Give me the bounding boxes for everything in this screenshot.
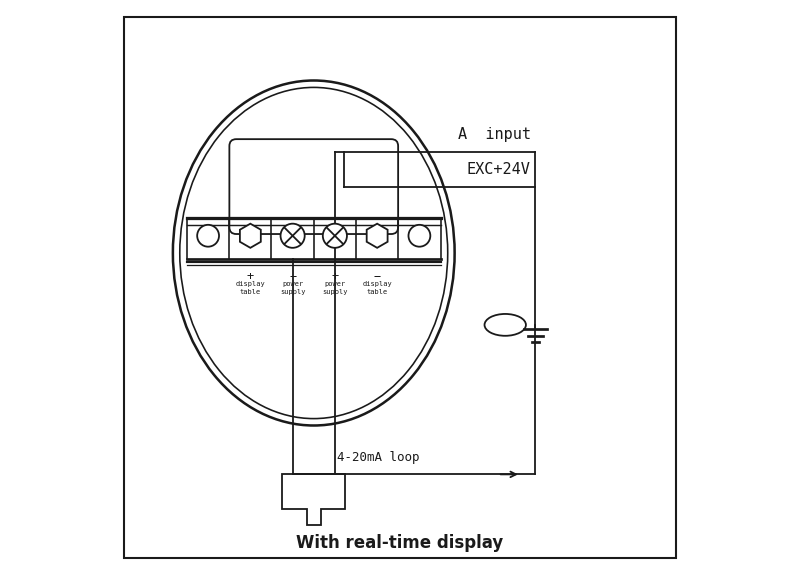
Text: −: −: [374, 270, 381, 283]
Circle shape: [281, 224, 305, 248]
Text: display
table: display table: [235, 281, 266, 294]
Ellipse shape: [485, 314, 526, 336]
Polygon shape: [240, 224, 261, 248]
Text: power
supoly: power supoly: [322, 281, 348, 294]
Polygon shape: [366, 224, 388, 248]
Text: −: −: [289, 270, 296, 283]
Text: 4-20mA loop: 4-20mA loop: [337, 451, 419, 464]
Circle shape: [323, 224, 347, 248]
Text: EXC+24V: EXC+24V: [466, 162, 530, 177]
Polygon shape: [282, 474, 346, 525]
Circle shape: [409, 225, 430, 247]
Text: power
supply: power supply: [280, 281, 306, 294]
Text: A  input: A input: [458, 127, 530, 142]
FancyBboxPatch shape: [230, 139, 398, 234]
Text: display
table: display table: [362, 281, 392, 294]
Circle shape: [197, 225, 219, 247]
Text: +: +: [246, 270, 254, 283]
Text: +: +: [331, 270, 338, 283]
Text: With real-time display: With real-time display: [296, 534, 504, 553]
Ellipse shape: [173, 81, 454, 426]
